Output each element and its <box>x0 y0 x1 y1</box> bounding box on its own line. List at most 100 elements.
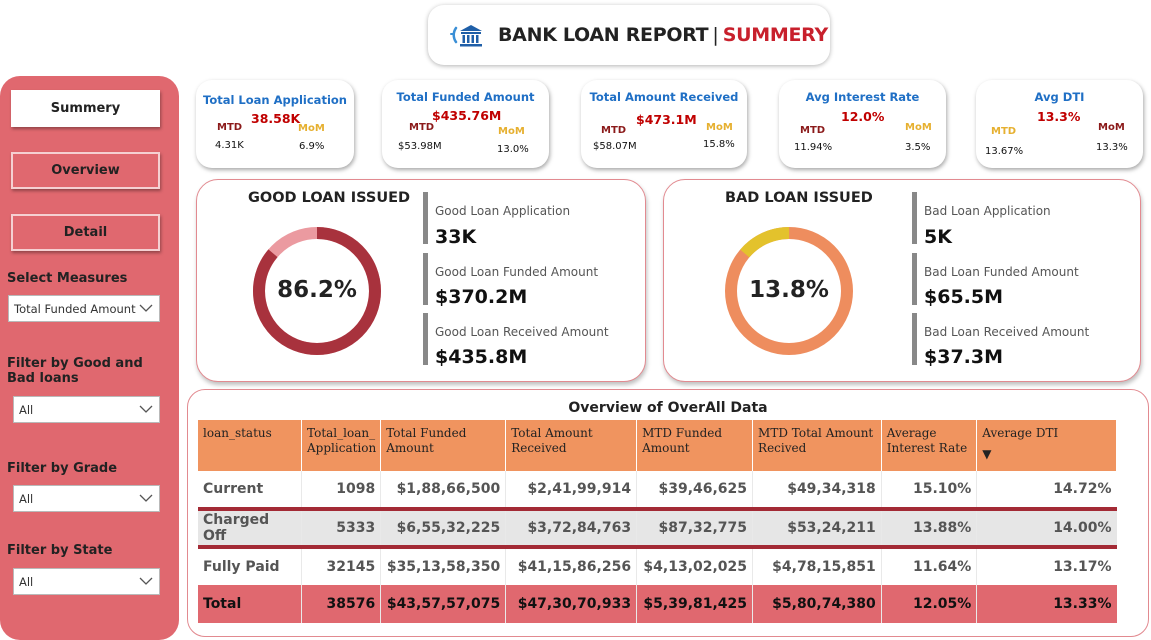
kpi-mom-label: MoM <box>1098 122 1125 133</box>
kpi-mtd-label: MTD <box>800 125 826 136</box>
table-cell: $87,32,775 <box>636 509 753 549</box>
good-bad-filter-dropdown[interactable]: All <box>13 396 160 423</box>
good-loan-donut-value <box>253 227 381 355</box>
row-label-cell: Charged Off <box>198 509 302 549</box>
sort-descending-icon: ▼ <box>982 447 992 461</box>
kpi-title: Avg DTI <box>1034 90 1085 104</box>
kpi-mtd-label: MTD <box>991 126 1017 137</box>
kpi-value: 38.58K <box>251 111 301 126</box>
nav-detail-button[interactable]: Detail <box>11 214 160 251</box>
table-cell: $5,39,81,425 <box>636 585 753 623</box>
table-cell: 14.72% <box>976 471 1117 511</box>
kpi-mom-label: MoM <box>298 123 325 134</box>
column-header-label: Average DTI <box>982 426 1059 440</box>
table-cell: 13.33% <box>976 585 1117 623</box>
table-cell: 32145 <box>301 547 381 585</box>
column-header[interactable]: Total Funded Amount <box>380 420 507 471</box>
kpi-mtd-value: $58.07M <box>593 141 637 152</box>
column-header[interactable]: MTD Funded Amount <box>636 420 754 471</box>
metric-divider <box>423 253 428 305</box>
kpi-card-total-amount-received: Total Amount Received $473.1M MTD MoM $5… <box>581 80 747 168</box>
kpi-title: Total Amount Received <box>589 90 739 104</box>
row-label-cell: Current <box>198 471 302 511</box>
row-label-cell: Total <box>198 585 302 623</box>
table-cell: $49,34,318 <box>752 471 882 511</box>
kpi-mom-label: MoM <box>905 122 932 133</box>
column-header[interactable]: Total Amount Received <box>505 420 638 471</box>
metric-divider <box>423 192 428 244</box>
kpi-mtd-value: 13.67% <box>985 146 1024 157</box>
kpi-mtd-value: $53.98M <box>398 141 442 152</box>
table-header-row: loan_status Total_loan_ Application Tota… <box>198 420 1117 471</box>
bad-loan-percent: 13.8% <box>749 277 829 303</box>
chevron-down-icon <box>139 577 153 585</box>
column-header-average-dti[interactable]: Average DTI ▼ <box>976 420 1117 471</box>
kpi-value: $435.76M <box>432 108 502 123</box>
table-row: Current 1098 $1,88,66,500 $2,41,99,914 $39,4… <box>198 471 1117 511</box>
metric-divider <box>423 313 428 365</box>
kpi-title: Avg Interest Rate <box>805 90 920 104</box>
overview-table-panel: Overview of OverAll Data loan_status Tot… <box>187 389 1149 637</box>
good-loan-funded-label: Good Loan Funded Amount <box>435 265 599 279</box>
bad-loan-funded-label: Bad Loan Funded Amount <box>924 265 1079 279</box>
kpi-title: Total Loan Application <box>203 93 347 107</box>
state-filter-dropdown[interactable]: All <box>13 568 160 595</box>
nav-overview-button[interactable]: Overview <box>11 152 160 189</box>
state-filter-label: Filter by State <box>7 543 113 558</box>
nav-summery-button[interactable]: Summery <box>11 90 160 127</box>
bank-icon <box>450 25 482 47</box>
bad-loan-received-value: $37.3M <box>924 346 1004 368</box>
table-cell: 14.00% <box>976 509 1117 549</box>
select-measures-dropdown[interactable]: Total Funded Amount <box>8 295 160 322</box>
table-cell: 13.88% <box>880 509 977 549</box>
column-header[interactable]: MTD Total Amount Recived <box>752 420 882 471</box>
table-cell: $6,55,32,225 <box>380 509 506 549</box>
table-cell: 1098 <box>301 471 381 511</box>
bad-loan-donut <box>725 227 853 355</box>
bad-loan-application-label: Bad Loan Application <box>924 204 1051 218</box>
table-cell: $4,78,15,851 <box>752 547 882 585</box>
bad-loan-funded-value: $65.5M <box>924 286 1004 308</box>
table-cell: $39,46,625 <box>636 471 753 511</box>
good-loan-received-value: $435.8M <box>435 346 528 368</box>
title-separator: | <box>712 24 719 46</box>
bad-loan-received-label: Bad Loan Received Amount <box>924 325 1090 339</box>
state-filter-value: All <box>19 574 34 589</box>
column-header[interactable]: Total_loan_ Application <box>301 420 382 471</box>
good-loan-panel: GOOD LOAN ISSUED 86.2% Good Loan Applica… <box>196 179 646 382</box>
column-header[interactable]: loan_status <box>198 420 303 471</box>
table-total-row: Total 38576 $43,57,57,075 $47,30,70,933 $5,3… <box>198 585 1117 623</box>
grade-filter-dropdown[interactable]: All <box>13 485 160 512</box>
good-loan-donut <box>253 227 381 355</box>
good-loan-application-label: Good Loan Application <box>435 204 571 218</box>
kpi-title: Total Funded Amount <box>396 90 535 104</box>
table-cell: 11.64% <box>880 547 977 585</box>
select-measures-value: Total Funded Amount <box>14 301 136 316</box>
kpi-value: 12.0% <box>841 109 885 124</box>
good-bad-filter-value: All <box>19 402 34 417</box>
kpi-mtd-value: 4.31K <box>215 140 244 151</box>
kpi-mtd-label: MTD <box>217 122 243 133</box>
overview-table-title: Overview of OverAll Data <box>568 400 768 416</box>
sidebar: Summery Overview Detail Select Measures … <box>0 76 179 640</box>
grade-filter-value: All <box>19 491 34 506</box>
select-measures-label: Select Measures <box>7 271 128 286</box>
bad-loan-panel: BAD LOAN ISSUED 13.8% Bad Loan Applicati… <box>663 179 1141 382</box>
table-cell: $1,88,66,500 <box>380 471 506 511</box>
table-cell: $35,13,58,350 <box>380 547 506 585</box>
table-cell: $5,80,74,380 <box>752 585 882 623</box>
bad-loan-title: BAD LOAN ISSUED <box>725 190 873 206</box>
kpi-mtd-value: 11.94% <box>794 142 833 153</box>
kpi-card-avg-interest-rate: Avg Interest Rate 12.0% MTD MoM 11.94% 3… <box>779 80 946 168</box>
table-cell: 15.10% <box>880 471 977 511</box>
table-cell: 13.17% <box>976 547 1117 585</box>
kpi-card-avg-dti: Avg DTI 13.3% MTD MoM 13.67% 13.3% <box>976 80 1143 168</box>
column-header[interactable]: Average Interest Rate <box>881 420 978 471</box>
row-label-cell: Fully Paid <box>198 547 302 585</box>
table-cell: $41,15,86,256 <box>505 547 637 585</box>
good-loan-percent: 86.2% <box>277 277 357 303</box>
table-cell: 38576 <box>301 585 381 623</box>
metric-divider <box>912 192 917 244</box>
kpi-mom-value: 3.5% <box>905 142 931 153</box>
kpi-mtd-label: MTD <box>601 125 627 136</box>
